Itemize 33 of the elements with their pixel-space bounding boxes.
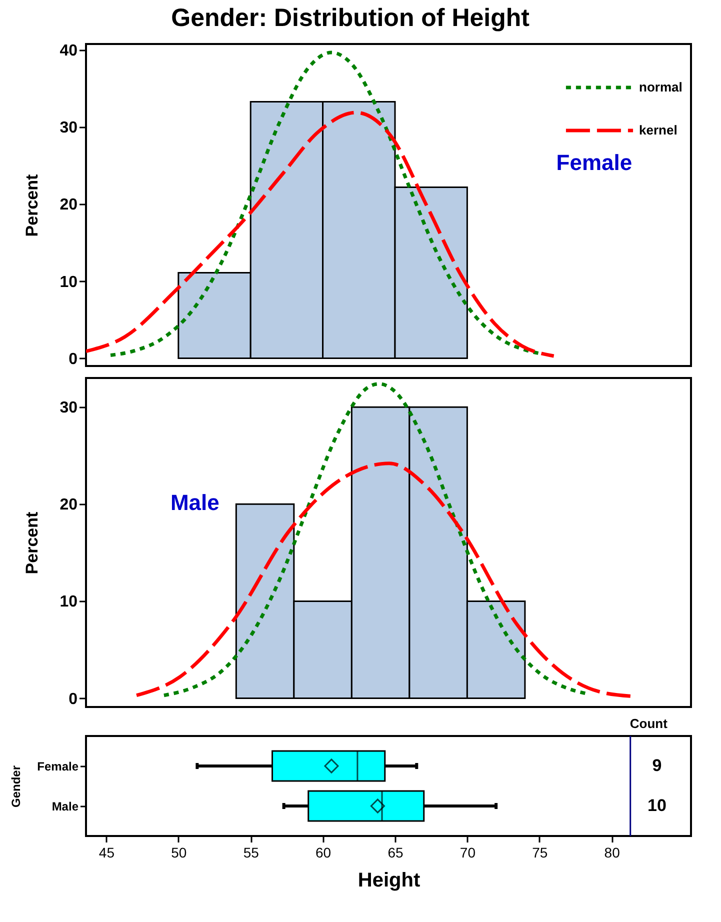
x-tick-label: 60 [316,844,332,860]
y-axis-title: Percent [22,174,42,237]
x-tick-label: 50 [171,844,187,860]
annotation: 9 [652,756,662,775]
annotation: Female [556,150,632,176]
x-tick-label: 80 [604,844,620,860]
annotation: Male [170,490,220,516]
y-tick-label: 20 [60,196,78,214]
y-tick-label: Male [52,800,79,814]
y-tick-label: 40 [60,42,78,60]
text: normal [639,80,682,94]
y-tick-label: Female [37,760,79,774]
x-axis-title: Height [358,870,420,892]
x-tick-label: 65 [388,844,404,860]
y-tick-label: 0 [68,350,78,368]
y-axis-title: Percent [22,511,42,574]
y-tick-label: 0 [68,690,78,708]
y-tick-label: 10 [60,594,78,611]
chart-title: Gender: Distribution of Height [171,4,530,32]
x-tick-label: 75 [532,844,548,860]
text: kernel [639,122,678,138]
x-tick-label: 45 [98,844,115,860]
x-tick-label: 55 [243,844,260,860]
y-tick-label: 10 [60,274,78,291]
y-tick-label: 20 [60,496,78,514]
y-axis-title: Gender [9,765,24,808]
y-tick-label: 30 [60,120,78,137]
y-tick-label: 30 [60,400,78,417]
x-tick-label: 70 [460,844,476,860]
line-series [86,110,556,358]
text: Count [630,716,668,731]
line-series [162,382,588,698]
annotation: 10 [648,796,666,815]
